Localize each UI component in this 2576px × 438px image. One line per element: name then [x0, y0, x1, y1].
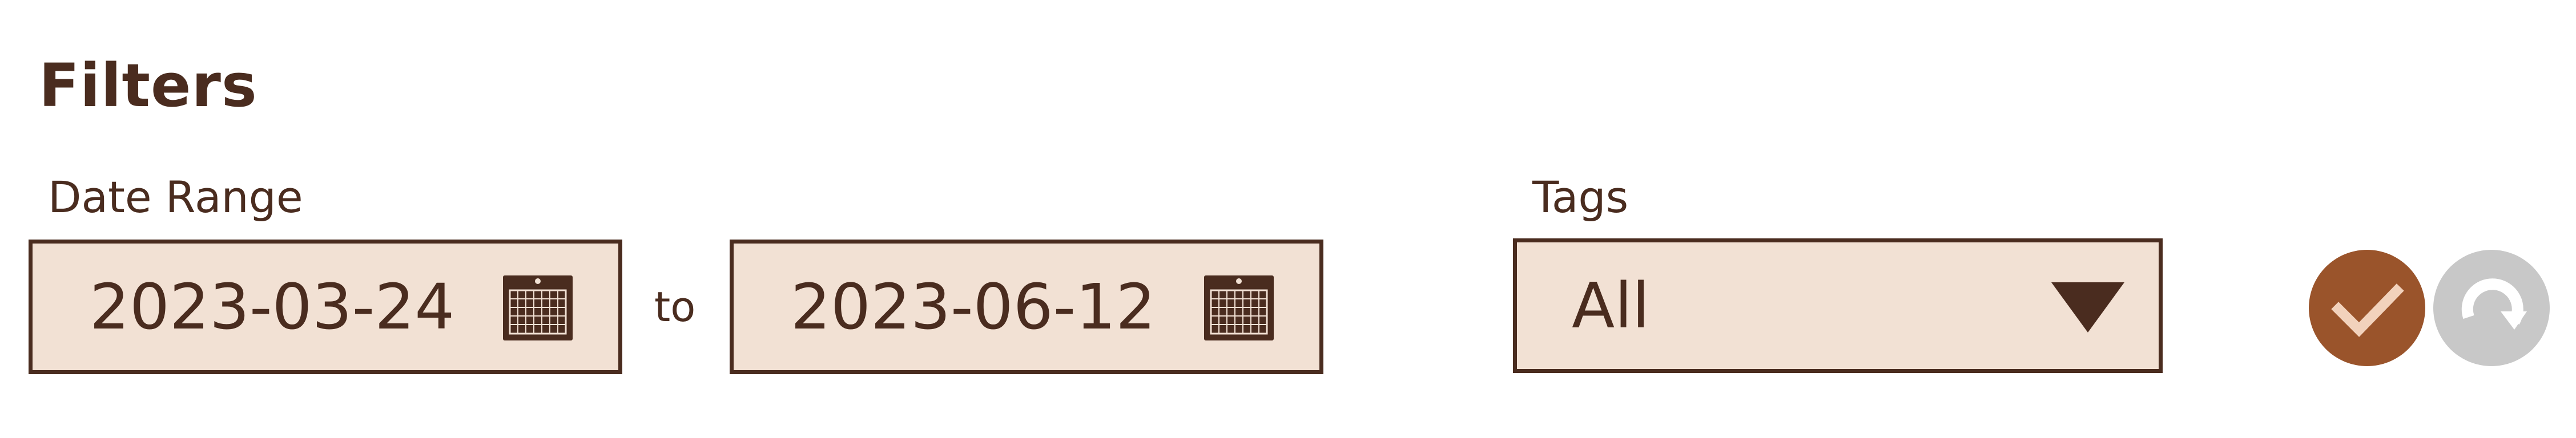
tags-label: Tags — [1532, 172, 1629, 222]
reset-filters-button[interactable] — [2433, 250, 2550, 366]
end-date-field[interactable]: 2023-06-12 — [730, 240, 1323, 374]
calendar-icon[interactable] — [1204, 275, 1274, 340]
calendar-icon[interactable] — [503, 275, 573, 340]
checkmark-icon — [2331, 283, 2404, 337]
tags-selected-value: All — [1572, 269, 1650, 342]
end-date-value: 2023-06-12 — [791, 270, 1156, 343]
date-range-separator: to — [654, 283, 696, 331]
dropdown-arrow-icon — [2051, 282, 2124, 332]
tags-dropdown[interactable]: All — [1513, 238, 2163, 373]
date-range-label: Date Range — [48, 172, 303, 222]
filters-title: Filters — [39, 51, 257, 120]
start-date-field[interactable]: 2023-03-24 — [29, 240, 622, 374]
apply-filters-button[interactable] — [2309, 250, 2425, 366]
refresh-icon — [2461, 278, 2527, 330]
start-date-value: 2023-03-24 — [90, 270, 455, 343]
